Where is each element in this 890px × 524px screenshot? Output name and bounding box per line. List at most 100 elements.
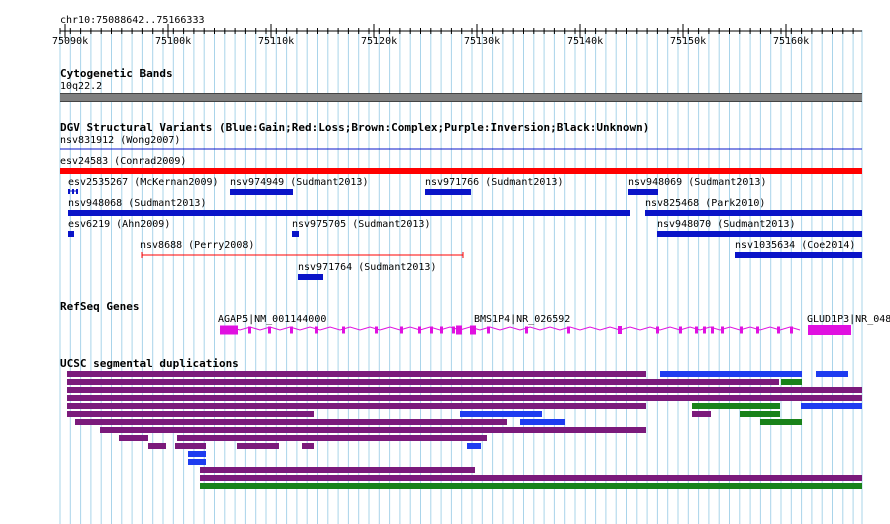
segdup-bar [177, 435, 487, 441]
dgv-feature-bar[interactable] [68, 210, 630, 216]
dgv-feature-bar[interactable] [230, 189, 293, 195]
gene-exon [790, 326, 793, 334]
dgv-feature-label: nsv971766 (Sudmant2013) [425, 177, 564, 188]
coordinate-ruler: 75090k 75100k 75110k 75120k 75130k 75140k 7515… [52, 24, 862, 47]
gene-exon [618, 326, 622, 334]
segdup-bar [692, 403, 780, 409]
segdup-bar [188, 451, 206, 457]
dgv-feature-label: esv2535267 (McKernan2009) [68, 177, 219, 188]
cyto-band-bar[interactable] [60, 93, 862, 102]
ruler-tick-label: 75090k [52, 36, 88, 47]
gene-label: GLUD1P3|NR_048 [807, 314, 890, 325]
segdup-bar [67, 371, 646, 377]
locus-label: chr10:75088642..75166333 [60, 15, 205, 26]
gene-exon [400, 326, 403, 334]
gene-exon [567, 326, 570, 334]
segdup-bar [200, 467, 475, 473]
dgv-feature-label: nsv8688 (Perry2008) [140, 240, 255, 251]
cyto-band-label: 10q22.2 [60, 81, 103, 92]
segdup-track-title: UCSC segmental duplications [60, 357, 239, 370]
dgv-feature-label: nsv948070 (Sudmant2013) [657, 219, 796, 230]
segdup-bar [816, 371, 848, 377]
dgv-feature-label: nsv1035634 (Coe2014) [735, 240, 856, 251]
dgv-feature-bar[interactable] [68, 189, 78, 194]
cyto-track-title: Cytogenetic Bands [60, 67, 173, 80]
gene-exon [721, 326, 724, 334]
refseq-track-title: RefSeq Genes [60, 300, 140, 313]
dgv-feature-label: nsv975705 (Sudmant2013) [292, 219, 431, 230]
dgv-feature-bar[interactable] [628, 189, 658, 195]
dgv-feature-bar[interactable] [425, 189, 471, 195]
segdup-bar [660, 371, 802, 377]
gene-exon [315, 326, 318, 334]
ruler-tick-label: 75140k [567, 36, 603, 47]
segdup-bar [67, 379, 779, 385]
ruler-tick-label: 75120k [361, 36, 397, 47]
gene-exon [430, 326, 433, 334]
gene-exon [656, 326, 659, 334]
gene-exon [777, 326, 780, 334]
segdup-bar [67, 403, 646, 409]
segdup-bar [302, 443, 314, 449]
segdup-bar [67, 395, 862, 401]
gene-exon [487, 326, 490, 334]
dgv-feature-bar[interactable] [657, 231, 862, 237]
dgv-feature-label: nsv825468 (Park2010) [645, 198, 766, 209]
gene-exon [375, 326, 378, 334]
segdup-bar [188, 459, 206, 465]
dgv-feature-label: esv6219 (Ahn2009) [68, 219, 171, 230]
segdup-bar [67, 411, 314, 417]
gene-exon [220, 325, 238, 335]
dgv-feature-bar[interactable] [645, 210, 862, 216]
gene-exon [440, 326, 443, 334]
gene-label: BMS1P4|NR_026592 [474, 314, 571, 325]
segdup-bar [467, 443, 481, 449]
gene-exon [248, 326, 251, 334]
gene-exon [342, 326, 345, 334]
dgv-feature-bar[interactable] [735, 252, 862, 258]
dgv-feature-label: nsv971764 (Sudmant2013) [298, 262, 437, 273]
segdup-bar [692, 411, 711, 417]
ruler-tick-label: 75150k [670, 36, 706, 47]
segdup-bar [740, 411, 780, 417]
dgv-track-title: DGV Structural Variants (Blue:Gain;Red:L… [60, 121, 650, 134]
gene-exon [470, 325, 476, 335]
gene-exon [808, 325, 851, 335]
gene-exon [740, 326, 743, 334]
segdup-bar [760, 419, 802, 425]
gene-exon [756, 326, 759, 334]
ruler-tick-label: 75100k [155, 36, 191, 47]
dgv-feature-bar[interactable] [298, 274, 323, 280]
gene-label: AGAP5|NM_001144000 [218, 314, 327, 325]
dgv-feature-label: esv24583 (Conrad2009) [60, 156, 187, 167]
segdup-bar [119, 435, 148, 441]
dgv-feature-label: nsv948069 (Sudmant2013) [628, 177, 767, 188]
dgv-feature-bar[interactable] [292, 231, 299, 237]
dgv-feature-bar[interactable] [68, 231, 74, 237]
gene-exon [290, 326, 293, 334]
dgv-feature-bar[interactable] [60, 168, 862, 174]
dgv-feature-label: nsv948068 (Sudmant2013) [68, 198, 207, 209]
gene-exon [268, 326, 271, 334]
ruler-tick-label: 75130k [464, 36, 500, 47]
gene-exon [679, 326, 682, 334]
segdup-bar [200, 483, 862, 489]
dgv-feature-label: nsv831912 (Wong2007) [60, 135, 181, 146]
gene-exon [452, 326, 455, 334]
dgv-feature-bar[interactable] [141, 252, 464, 258]
gene-exon [703, 326, 706, 334]
gene-exon [711, 326, 714, 334]
segdup-bar [175, 443, 206, 449]
segdup-bar [75, 419, 507, 425]
segdup-bar [67, 387, 862, 393]
segdup-bar [520, 419, 565, 425]
segdup-bar [237, 443, 279, 449]
dgv-feature-label: nsv974949 (Sudmant2013) [230, 177, 369, 188]
